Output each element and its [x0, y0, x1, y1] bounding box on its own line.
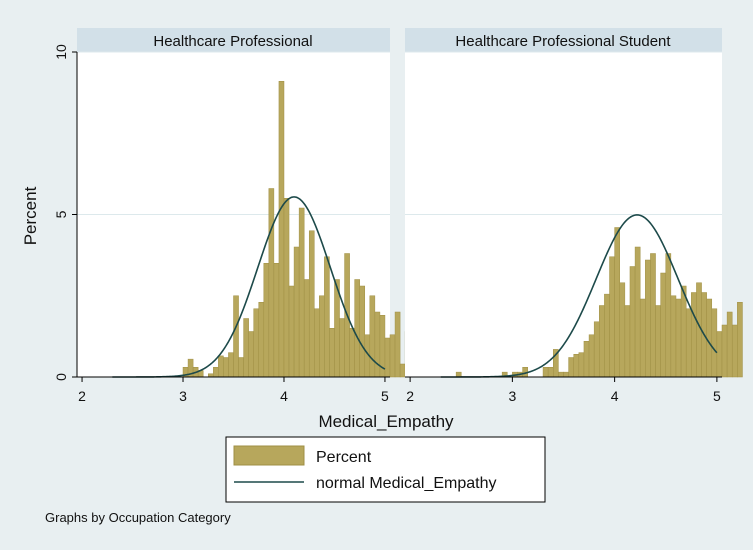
bar: [223, 357, 229, 378]
legend: Percent normal Medical_Empathy: [225, 436, 546, 503]
bar: [578, 352, 585, 378]
bar: [660, 272, 667, 378]
x-tick-label: 3: [508, 388, 516, 404]
bar: [298, 207, 305, 378]
bar: [278, 81, 285, 378]
bar: [354, 279, 360, 378]
bar: [394, 311, 401, 378]
bar: [213, 367, 219, 378]
legend-bar-swatch: [233, 445, 305, 466]
bar: [308, 230, 315, 378]
bar: [737, 302, 743, 378]
bar: [655, 305, 661, 378]
bar: [293, 246, 300, 378]
bar: [258, 302, 265, 378]
bar: [329, 328, 335, 378]
y-tick-label: 5: [53, 210, 69, 218]
bar: [288, 285, 295, 378]
bar: [248, 331, 254, 378]
bar: [563, 371, 569, 378]
bar: [706, 298, 713, 378]
panel-left-strip: [77, 28, 390, 52]
bar: [268, 188, 275, 378]
bar: [324, 256, 330, 378]
bar: [685, 308, 692, 378]
panel-right-title: Healthcare Professional Student: [455, 33, 671, 50]
y-tick-label: 0: [53, 373, 69, 381]
bar: [384, 337, 391, 378]
x-tick-label: 2: [78, 388, 86, 404]
bar: [399, 363, 406, 378]
bar: [389, 334, 396, 378]
bar: [583, 341, 590, 378]
bar: [711, 308, 718, 378]
bar: [339, 318, 345, 378]
bar: [303, 279, 310, 378]
bar: [374, 311, 381, 378]
bar: [675, 298, 682, 378]
bar: [263, 263, 270, 378]
bar: [573, 354, 580, 378]
bar: [645, 259, 651, 378]
x-tick-label: 5: [381, 388, 389, 404]
bar: [314, 308, 320, 378]
bar: [568, 357, 574, 378]
panel-left-title: Healthcare Professional: [153, 33, 312, 50]
bar: [619, 282, 626, 378]
bar: [629, 266, 636, 378]
y-tick-label: 10: [53, 44, 69, 60]
bar: [547, 367, 554, 378]
bar: [283, 198, 290, 378]
bar: [609, 256, 615, 378]
legend-label-normal: normal Medical_Empathy: [316, 475, 497, 492]
bar: [665, 253, 672, 378]
x-tick-label: 2: [406, 388, 414, 404]
x-tick-label: 4: [611, 388, 619, 404]
bar: [726, 311, 733, 378]
bar: [650, 253, 656, 378]
bar: [614, 227, 620, 378]
footnote: Graphs by Occupation Category: [45, 510, 231, 525]
bar: [588, 334, 595, 378]
x-tick-label: 5: [713, 388, 721, 404]
bar: [542, 367, 549, 378]
bar: [238, 357, 244, 378]
panel-right-strip: [405, 28, 722, 52]
bar: [731, 324, 738, 378]
bar: [253, 308, 259, 378]
y-axis-title: Percent: [21, 186, 40, 245]
bar: [243, 318, 249, 378]
bar: [319, 295, 325, 378]
bar: [604, 293, 610, 378]
bar: [349, 328, 355, 378]
bar: [228, 352, 234, 378]
bar: [634, 246, 641, 378]
x-tick-label: 3: [179, 388, 187, 404]
panel-left: Healthcare Professional 2 3 4 5: [77, 28, 411, 404]
bar: [721, 324, 728, 378]
bar: [691, 292, 697, 378]
bar: [593, 321, 600, 378]
bar: [218, 355, 224, 378]
bar: [273, 263, 280, 378]
bar: [624, 305, 631, 378]
bar: [558, 371, 564, 378]
x-axis-title: Medical_Empathy: [318, 412, 454, 431]
bar: [639, 298, 646, 378]
legend-label-percent: Percent: [316, 449, 372, 466]
bar: [680, 285, 687, 378]
bar: [716, 331, 723, 378]
bar: [359, 285, 366, 378]
bar: [670, 295, 677, 378]
bar: [369, 295, 376, 378]
bar: [233, 295, 239, 378]
bar: [599, 305, 605, 378]
panel-right: Healthcare Professional Student 2 3 4 5: [405, 28, 743, 404]
x-tick-label: 4: [280, 388, 288, 404]
